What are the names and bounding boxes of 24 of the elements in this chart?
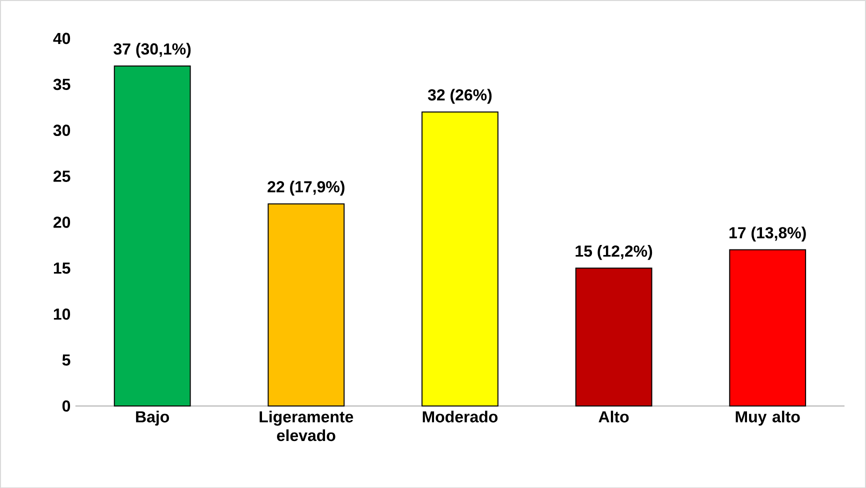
data-label: 15 (12,2%) bbox=[576, 244, 652, 260]
y-tick-label: 0 bbox=[62, 400, 70, 412]
x-tick-label: Muy alto bbox=[736, 410, 800, 426]
y-tick-label: 10 bbox=[54, 308, 70, 320]
data-label: 37 (30,1%) bbox=[114, 42, 191, 58]
y-tick-label: 25 bbox=[54, 170, 70, 182]
bar bbox=[575, 267, 652, 406]
bar bbox=[114, 65, 191, 406]
data-label: 32 (26%) bbox=[428, 88, 492, 104]
data-label: 22 (17,9%) bbox=[268, 180, 344, 196]
x-tick-label: Moderado bbox=[422, 410, 498, 422]
bar bbox=[729, 249, 806, 406]
y-tick-label: 35 bbox=[53, 78, 70, 90]
x-tick-label: Alto bbox=[598, 410, 629, 422]
y-tick-label: 30 bbox=[53, 124, 70, 136]
bar bbox=[268, 203, 345, 406]
y-tick-label: 40 bbox=[53, 32, 70, 44]
y-tick-label: 5 bbox=[62, 354, 70, 366]
x-tick-label: Ligeramente elevado bbox=[260, 410, 354, 441]
y-tick-label: 20 bbox=[54, 216, 70, 228]
data-label: 17 (13,8%) bbox=[730, 226, 806, 242]
y-tick-label: 15 bbox=[54, 262, 70, 274]
bar bbox=[422, 111, 498, 406]
x-tick-label: Bajo bbox=[136, 410, 170, 426]
